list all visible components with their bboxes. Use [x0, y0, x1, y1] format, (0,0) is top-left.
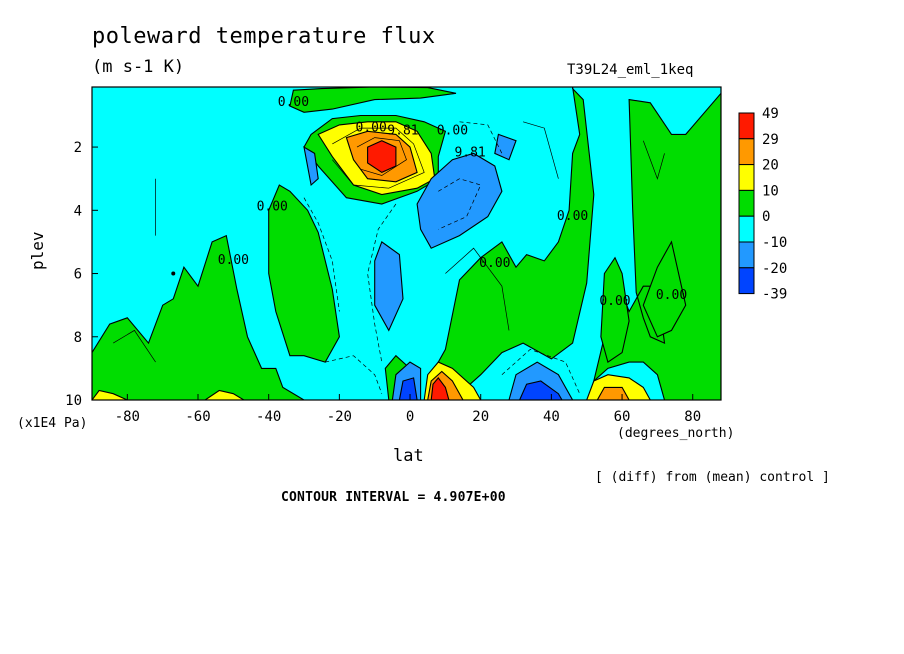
x-tick-label: -20 — [327, 409, 352, 425]
contour-label: 9.81 — [387, 123, 418, 138]
contour-dot — [171, 271, 176, 276]
colorbar-label: -39 — [762, 287, 787, 303]
contour-lines — [113, 121, 665, 394]
region-yellow-surface-sh2 — [204, 389, 245, 400]
y-tick-label: 2 — [74, 140, 82, 156]
contour-field — [92, 87, 721, 400]
y-axis: 2 4 6 8 10 — [65, 140, 98, 409]
region-green-sh-mid — [268, 184, 340, 363]
colorbar-label: 20 — [762, 158, 779, 174]
contour-label: 0.00 — [656, 288, 687, 303]
diff-note: [ (diff) from (mean) control ] — [595, 470, 830, 485]
y-axis-units: (x1E4 Pa) — [17, 416, 88, 431]
y-axis-label: plev — [28, 231, 47, 270]
x-tick-label: -80 — [115, 409, 140, 425]
run-id-label: T39L24_eml_1keq — [567, 62, 694, 78]
region-lblue-nh-top — [494, 133, 517, 161]
region-green-sh-polar — [92, 234, 306, 400]
x-tick-label: -60 — [185, 409, 210, 425]
colorbar-swatch — [738, 267, 755, 295]
x-tick-label: 0 — [406, 409, 414, 425]
region-orange-surface-nh — [596, 386, 630, 400]
colorbar-swatch — [738, 164, 755, 191]
colorbar-label: 0 — [762, 209, 770, 225]
colorbar-swatch — [738, 189, 755, 217]
contour-label: 0.00 — [356, 120, 387, 135]
contour-label: 0.00 — [278, 95, 309, 110]
colorbar-legend: 49 29 20 10 0 -10 -20 -39 — [738, 106, 787, 303]
chart-title: poleward temperature flux — [92, 24, 436, 49]
x-tick-label: 80 — [684, 409, 701, 425]
contour-line — [367, 203, 397, 363]
region-red-surface — [430, 377, 450, 400]
x-tick-label: 20 — [472, 409, 489, 425]
contour-line — [113, 329, 156, 363]
colorbar-swatch — [738, 138, 755, 166]
region-yellow-surface-sh — [92, 389, 128, 400]
region-red-upper — [367, 140, 397, 174]
contour-labels: 0.000.00 9.81 0.009.810.000.00 0.000.000.00… — [218, 95, 687, 309]
contour-line — [325, 355, 383, 394]
contour-label: 0.00 — [218, 253, 249, 268]
colorbar-swatch — [738, 215, 755, 243]
contour-line — [523, 121, 559, 179]
colorbar-swatch — [738, 241, 755, 269]
y-tick-label: 4 — [74, 203, 82, 219]
x-tick-label: -40 — [256, 409, 281, 425]
colorbar-label: 10 — [762, 183, 779, 199]
contour-line — [642, 140, 665, 180]
x-axis: -80 -60 -40 -20 0 20 40 60 80 — [115, 394, 701, 425]
contour-line — [332, 127, 425, 189]
region-lblue-eq-mid — [374, 241, 404, 332]
contour-interval-label: CONTOUR INTERVAL = 4.907E+00 — [281, 490, 506, 505]
contour-label: 0.00 — [257, 199, 288, 214]
contour-label: 9.81 — [454, 146, 485, 161]
colorbar-swatch — [738, 112, 755, 140]
contour-line — [445, 247, 510, 331]
y-tick-label: 10 — [65, 393, 82, 409]
x-tick-label: 60 — [614, 409, 631, 425]
contour-label: 0.00 — [437, 123, 468, 138]
region-lblue-nh-upper — [416, 152, 503, 249]
x-axis-label: lat — [393, 446, 424, 466]
contour-line — [459, 121, 503, 154]
x-tick-label: 40 — [543, 409, 560, 425]
contour-label: 0.00 — [557, 209, 588, 224]
region-blue-surface-eq — [398, 377, 418, 400]
contour-label: 0.00 — [599, 294, 630, 309]
y-tick-label: 8 — [74, 330, 82, 346]
units-label: (m s-1 K) — [92, 57, 185, 77]
colorbar-label: 49 — [762, 106, 779, 122]
region-green-nh-rib — [642, 240, 687, 338]
contour-line — [303, 197, 340, 312]
region-green-nh-high — [600, 256, 630, 363]
plot-frame — [91, 86, 722, 401]
region-lblue-sh-upper — [303, 146, 319, 187]
x-axis-units: (degrees_north) — [617, 426, 735, 441]
region-green-nh-mid — [427, 87, 595, 400]
colorbar-label: 29 — [762, 132, 779, 148]
colorbar-label: -20 — [762, 261, 787, 277]
colorbar-label: -10 — [762, 235, 787, 251]
contour-line — [501, 349, 581, 394]
contour-label: 0.00 — [479, 256, 510, 271]
y-tick-label: 6 — [74, 267, 82, 283]
contour-line — [356, 137, 407, 176]
contour-line — [438, 178, 482, 230]
